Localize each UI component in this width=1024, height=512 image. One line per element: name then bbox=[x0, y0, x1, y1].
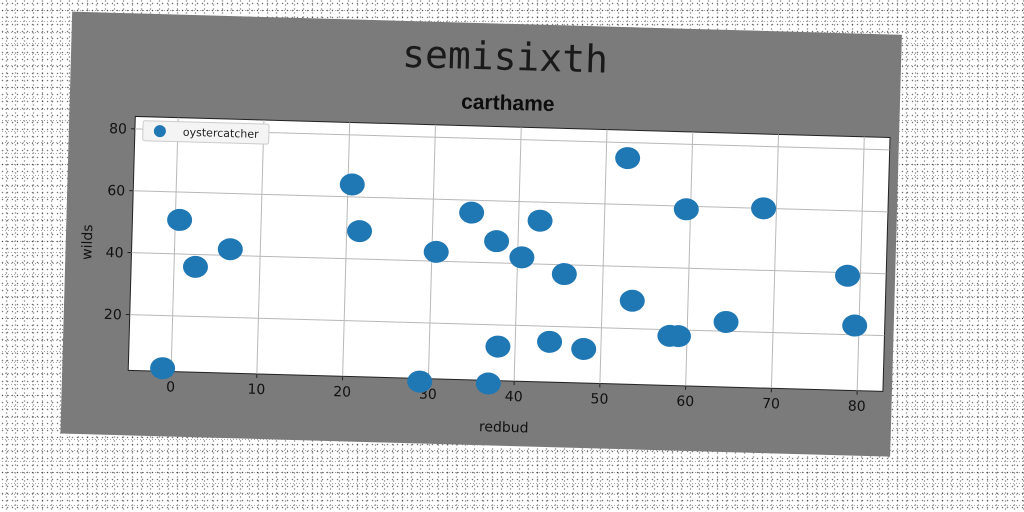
x-tick-label: 70 bbox=[762, 396, 780, 412]
y-tick-label: 20 bbox=[104, 307, 122, 323]
data-point bbox=[407, 370, 433, 393]
x-tick-label: 50 bbox=[590, 391, 608, 407]
data-point bbox=[835, 264, 861, 287]
data-point bbox=[484, 230, 510, 253]
axes-title: carthame bbox=[461, 91, 555, 117]
data-point bbox=[459, 201, 485, 224]
x-gridline bbox=[770, 134, 780, 389]
y-tick-label: 80 bbox=[109, 121, 127, 137]
data-point bbox=[751, 197, 777, 220]
data-point bbox=[673, 198, 699, 221]
data-point bbox=[150, 357, 176, 380]
x-tick-label: 80 bbox=[848, 398, 866, 414]
data-point bbox=[167, 208, 193, 231]
y-gridline bbox=[129, 314, 885, 337]
y-axis-label: wilds bbox=[79, 224, 96, 260]
data-point bbox=[619, 289, 645, 312]
y-tick-label: 60 bbox=[107, 183, 125, 199]
x-gridline bbox=[342, 122, 351, 377]
data-point bbox=[423, 240, 449, 263]
data-points bbox=[150, 147, 868, 395]
data-point bbox=[665, 325, 691, 348]
data-point bbox=[475, 372, 501, 395]
y-tick-label: 40 bbox=[105, 245, 123, 261]
y-gridline bbox=[131, 252, 887, 275]
x-gridline bbox=[856, 136, 865, 391]
data-point bbox=[339, 173, 365, 196]
x-axis-label: redbud bbox=[479, 419, 529, 436]
data-point bbox=[615, 147, 641, 170]
x-tick-label: 60 bbox=[676, 394, 694, 410]
data-point bbox=[537, 330, 563, 353]
x-gridline bbox=[256, 120, 265, 374]
plot-area bbox=[127, 115, 891, 392]
figure-title: semisixth bbox=[402, 32, 609, 82]
x-tick-label: 10 bbox=[247, 382, 265, 398]
legend-box bbox=[142, 120, 270, 145]
x-tick-label: 20 bbox=[333, 384, 351, 400]
x-gridline bbox=[170, 117, 179, 372]
data-point bbox=[182, 255, 208, 278]
data-point bbox=[551, 263, 577, 286]
legend: oystercatcher bbox=[142, 120, 270, 145]
data-point bbox=[527, 209, 553, 232]
data-point bbox=[713, 310, 739, 333]
x-gridline bbox=[599, 129, 608, 384]
legend-label: oystercatcher bbox=[183, 126, 260, 141]
legend-marker bbox=[153, 125, 166, 138]
x-tick-label: 40 bbox=[505, 389, 523, 405]
data-point bbox=[347, 220, 373, 243]
data-point bbox=[842, 314, 868, 337]
data-point bbox=[571, 337, 597, 360]
data-point bbox=[217, 238, 243, 261]
data-point bbox=[485, 335, 511, 358]
x-tick-label: 0 bbox=[166, 379, 175, 395]
data-point bbox=[509, 246, 535, 269]
